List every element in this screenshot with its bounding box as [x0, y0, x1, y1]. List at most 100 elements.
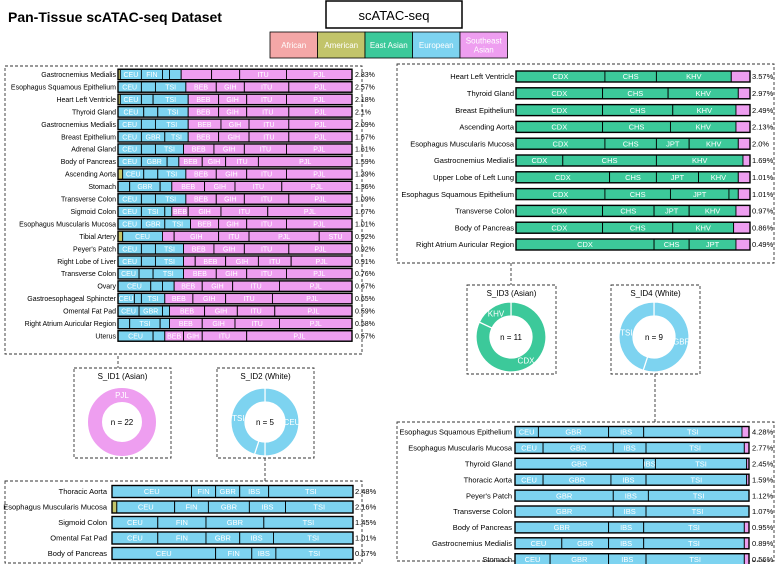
segment-label: FIN [176, 518, 188, 527]
bar-outline [111, 515, 354, 530]
tissue-label: Esophagus Muscularis Mucosa [408, 444, 513, 453]
pct-label: 0.67% [355, 549, 377, 558]
segment-label: PJL [304, 209, 316, 216]
legend-label: Southeast [466, 37, 503, 46]
pct-label: 2.18% [355, 97, 375, 104]
segment-label: GIH [215, 309, 227, 316]
bar-segment [140, 255, 156, 267]
segment-label: CEU [122, 209, 137, 216]
tissue-label: Omental Fat Pad [63, 309, 116, 316]
panel-id3: Heart Left Ventricle CDX CHS KHV 3.57% Thyroi… [396, 63, 775, 375]
segment-label: GIH [190, 234, 202, 241]
segment-label: IBS [624, 507, 636, 516]
figure-title: Pan-Tissue scATAC-seq Dataset [8, 9, 222, 25]
bar-outline [515, 154, 751, 167]
tissue-label: Thoracic Aorta [464, 475, 513, 484]
panels: Gastrocnemius Medialis CEU FIN ITU PJL 2.83% E… [3, 63, 775, 566]
bar-outline [117, 330, 353, 342]
segment-label: CEU [122, 84, 137, 91]
segment-label: CHS [664, 240, 680, 249]
pie-slice [88, 388, 156, 456]
segment-label: TSI [164, 259, 175, 266]
segment-label: PJL [307, 309, 319, 316]
segment-label: ITU [243, 296, 254, 303]
bar-outline [117, 230, 353, 243]
segment-label: TSI [693, 491, 705, 500]
segment-label: KHV [711, 173, 726, 182]
segment-label: CEU [122, 221, 137, 228]
segment-label: CEU [127, 534, 143, 543]
segment-label: GBR [143, 309, 158, 316]
segment-label: PJL [299, 159, 311, 166]
pct-label: 1.01% [355, 221, 375, 228]
segment-label: FIN [228, 549, 240, 558]
pct-label: 1.67% [355, 134, 375, 141]
tissue-label: Right Atrium Auricular Region [416, 240, 514, 249]
bar-outline [514, 473, 750, 486]
segment-label: PJL [314, 109, 326, 116]
bar-segment [117, 317, 131, 330]
segment-label: CEU [128, 333, 143, 340]
segment-label: CHS [623, 72, 639, 81]
bar-outline [117, 193, 353, 205]
segment-label: ITU [261, 172, 272, 179]
bar-outline [514, 457, 750, 470]
bar-outline [117, 105, 353, 118]
segment-label: IBS [258, 549, 270, 558]
bar-outline [514, 521, 750, 534]
segment-label: TSI [695, 460, 707, 469]
pct-label: 1.69% [752, 156, 774, 165]
segment-label: TSI [148, 209, 159, 216]
segment-label: CEU [119, 296, 134, 303]
segment-label: ITU [262, 109, 273, 116]
bar-segment [728, 188, 739, 201]
bar-outline [515, 103, 751, 117]
segment-label: CEU [121, 309, 136, 316]
tissue-label: Peyer's Patch [73, 246, 116, 253]
segment-label: GIH [226, 109, 238, 116]
segment-label: IBS [621, 555, 633, 564]
segment-label: ITU [239, 209, 250, 216]
bar-segment [735, 120, 751, 133]
segment-label: BEB [198, 221, 212, 228]
tissue-label: Esophagus Muscularis Mucosa [3, 503, 108, 512]
segment-label: CEU [138, 503, 154, 512]
bar-segment [150, 280, 163, 292]
bar-segment [743, 553, 750, 566]
bar-segment [117, 180, 131, 193]
bar-segment [117, 168, 124, 180]
segment-label: KHV [706, 139, 721, 148]
tissue-label: Sigmoid Colon [58, 518, 107, 527]
pct-label: 2.48% [355, 487, 377, 496]
segment-label: PJL [313, 172, 325, 179]
pie-title: S_ID2 (White) [240, 372, 291, 381]
segment-label: PJL [311, 184, 323, 191]
segment-label: CEU [525, 555, 541, 564]
segment-label: IBS [644, 460, 656, 469]
segment-label: GIH [187, 333, 199, 340]
segment-label: CEU [144, 487, 160, 496]
pie-title: S_ID1 (Asian) [98, 372, 148, 381]
legend-label: East Asian [370, 41, 408, 50]
tissue-label: Right Atrium Auricular Region [25, 321, 117, 328]
bar-outline [117, 68, 353, 81]
pie-slice [618, 301, 655, 372]
pct-label: 0.56% [752, 555, 774, 564]
segment-label: FIN [146, 72, 157, 79]
bar-segment [143, 168, 159, 180]
legend-swatch [459, 31, 508, 59]
tissue-label: Thoracic Aorta [59, 487, 108, 496]
segment-label: CEU [123, 72, 138, 79]
segment-label: PJL [293, 333, 305, 340]
segment-label: GIH [203, 296, 215, 303]
bar-segment [735, 104, 751, 117]
segment-label: GIH [226, 97, 238, 104]
pie-slice-label: CEU [284, 418, 301, 427]
bar-outline [117, 205, 353, 218]
segment-label: TSI [688, 539, 700, 548]
pct-label: 2.97% [752, 89, 774, 98]
pct-label: 1.59% [752, 475, 774, 484]
pie-n-label: n = 22 [111, 418, 134, 427]
segment-label: PJL [314, 122, 326, 129]
